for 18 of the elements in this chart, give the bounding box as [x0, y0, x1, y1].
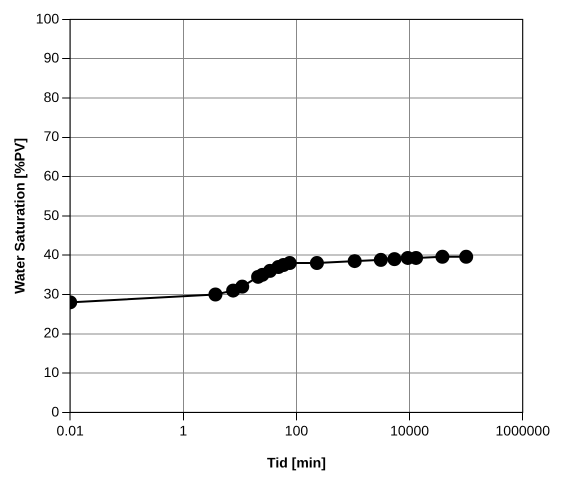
y-tick-label: 30 [44, 285, 60, 302]
x-tick-label: 0.01 [56, 422, 84, 439]
x-axis-title: Tid [min] [267, 454, 326, 470]
y-tick-label: 70 [44, 128, 60, 144]
x-tick-label: 10000 [390, 422, 430, 439]
y-axis-title: Water Saturation [%PV] [11, 138, 28, 294]
y-tick-label: 40 [44, 246, 60, 262]
y-tick-label: 60 [44, 167, 60, 184]
y-tick-label: 90 [44, 50, 60, 66]
y-tick-label: 0 [51, 403, 60, 420]
y-tick-label: 10 [44, 364, 60, 380]
y-tick-label: 20 [44, 324, 60, 341]
x-tick-label: 100 [284, 422, 308, 439]
y-tick-label: 100 [36, 10, 60, 26]
y-tick-label: 50 [44, 206, 60, 223]
x-tick-label: 1 [179, 422, 188, 439]
y-tick-label: 80 [44, 88, 60, 105]
x-tick-label: 1000000 [495, 422, 550, 439]
